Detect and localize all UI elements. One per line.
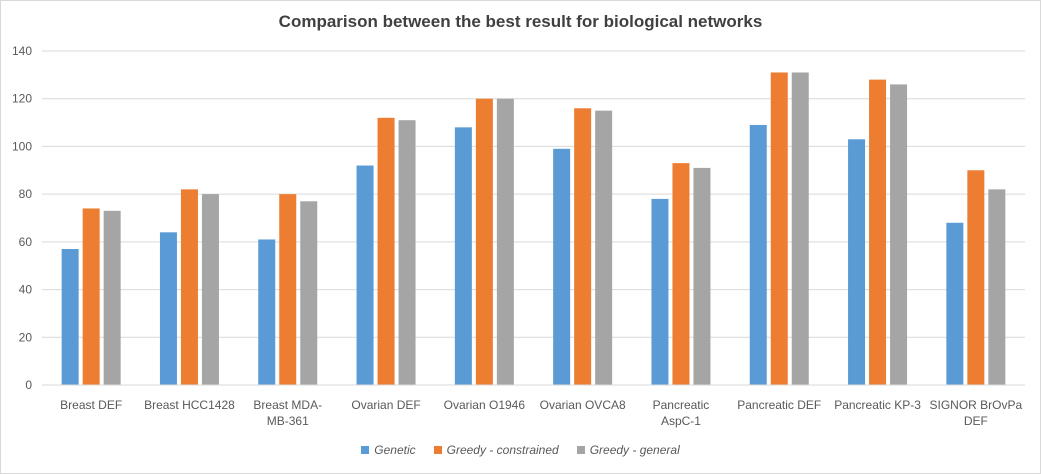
- bar-genetic-3: [356, 165, 374, 385]
- y-tick-label: 40: [19, 283, 33, 297]
- y-tick-label: 140: [12, 44, 32, 58]
- bar-greedy-general-3: [398, 120, 416, 385]
- x-axis-labels: Breast DEF Breast HCC1428 Breast MDA- MB-36…: [42, 384, 1025, 428]
- legend: Genetic Greedy - constrained Greedy - gene…: [0, 443, 1041, 457]
- bar-greedy-general-2: [300, 201, 318, 385]
- y-axis-ticks: 0 20 40 60 80 100 120 140: [12, 44, 32, 392]
- legend-item: Greedy - general: [576, 443, 680, 457]
- bar-greedy-constrained-5: [574, 108, 592, 385]
- bar-greedy-constrained-4: [475, 98, 493, 385]
- x-category-label: Ovarian OVCA8: [540, 398, 626, 412]
- y-tick-label: 120: [12, 92, 32, 106]
- bar-greedy-constrained-7: [770, 72, 788, 385]
- bar-greedy-constrained-8: [869, 79, 887, 385]
- x-category-label: Ovarian O1946: [444, 398, 526, 412]
- legend-swatch: [433, 446, 442, 454]
- bar-greedy-constrained-2: [279, 194, 297, 385]
- bar-genetic-6: [651, 198, 669, 385]
- x-category-label: Breast DEF: [60, 398, 122, 412]
- legend-item: Genetic: [361, 443, 416, 457]
- bar-greedy-general-7: [791, 72, 809, 385]
- bar-greedy-general-0: [103, 210, 121, 385]
- bar-genetic-9: [946, 222, 964, 385]
- y-tick-label: 20: [19, 330, 33, 344]
- bar-greedy-general-5: [595, 110, 613, 386]
- bar-genetic-1: [159, 232, 177, 385]
- y-tick-label: 60: [19, 235, 33, 249]
- x-category-label: Breast MDA-: [253, 398, 322, 412]
- bar-genetic-8: [848, 139, 866, 385]
- bar-greedy-general-9: [988, 189, 1006, 385]
- chart-title: Comparison between the best result for b…: [278, 12, 763, 31]
- x-category-label: DEF: [964, 414, 988, 428]
- legend-item: Greedy - constrained: [433, 443, 559, 457]
- x-category-label: MB-361: [267, 414, 309, 428]
- bar-greedy-constrained-0: [82, 208, 100, 385]
- bar-genetic-7: [749, 124, 767, 385]
- bar-greedy-constrained-1: [180, 189, 198, 385]
- x-category-label: Ovarian DEF: [351, 398, 420, 412]
- bar-genetic-0: [61, 249, 79, 385]
- y-tick-label: 0: [25, 378, 32, 392]
- y-tick-label: 100: [12, 139, 32, 153]
- bar-greedy-general-6: [693, 167, 711, 385]
- bar-greedy-constrained-6: [672, 163, 690, 385]
- bar-greedy-general-4: [496, 98, 514, 385]
- legend-label: Genetic: [374, 443, 416, 457]
- legend-swatch: [576, 446, 585, 454]
- legend-swatch: [361, 446, 370, 454]
- x-category-label: Pancreatic: [653, 398, 710, 412]
- x-category-label: Breast HCC1428: [144, 398, 235, 412]
- legend-label: Greedy - general: [589, 443, 680, 457]
- bar-greedy-constrained-9: [967, 170, 985, 385]
- bars: [61, 72, 1006, 386]
- bar-greedy-general-8: [890, 84, 908, 386]
- x-category-label: Pancreatic KP-3: [834, 398, 921, 412]
- y-tick-label: 80: [19, 187, 33, 201]
- x-category-label: Pancreatic DEF: [737, 398, 821, 412]
- bar-genetic-5: [553, 148, 571, 385]
- bar-genetic-2: [258, 239, 276, 385]
- bar-greedy-general-1: [201, 194, 219, 385]
- x-category-label: SIGNOR BrOvPa: [930, 398, 1023, 412]
- legend-label: Greedy - constrained: [446, 443, 559, 457]
- x-category-label: AspC-1: [661, 414, 701, 428]
- bar-greedy-constrained-3: [377, 117, 395, 386]
- bar-genetic-4: [454, 127, 472, 385]
